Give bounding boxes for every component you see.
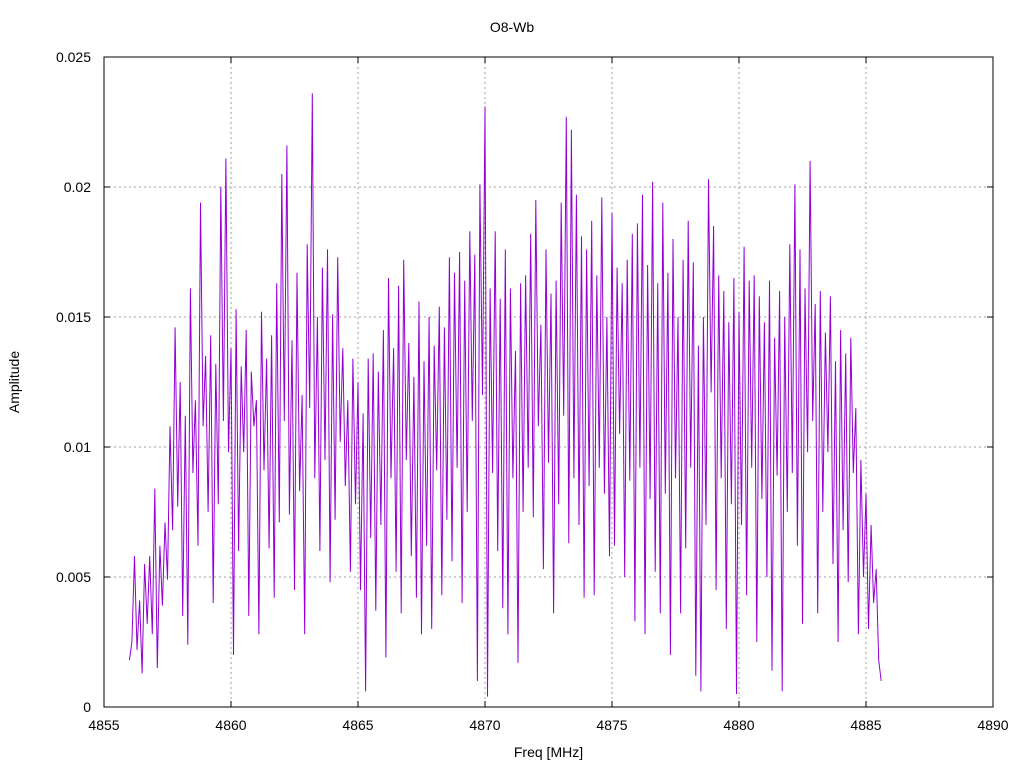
- chart-title: O8-Wb: [489, 19, 535, 35]
- x-tick-labels: 4855 4860 4865 4870 4875 4880 4885 4890: [88, 717, 1008, 733]
- y-tick-label: 0.025: [56, 49, 91, 65]
- tick-marks: [103, 56, 994, 708]
- y-tick-label: 0.02: [64, 179, 91, 195]
- x-axis-label: Freq [MHz]: [513, 744, 584, 760]
- y-tick-label: 0.005: [56, 569, 91, 585]
- series-line-1: [128, 93, 882, 697]
- x-tick-label: 4870: [469, 717, 500, 733]
- x-tick-label: 4890: [977, 717, 1008, 733]
- x-tick-label: 4875: [596, 717, 627, 733]
- x-tick-label: 4855: [88, 717, 119, 733]
- x-tick-label: 4880: [723, 717, 754, 733]
- series-group: [128, 93, 882, 697]
- plot-frame: [103, 56, 994, 708]
- plot-border: [103, 56, 994, 708]
- y-axis-label: Amplitude: [6, 350, 22, 414]
- x-tick-label: 4885: [850, 717, 881, 733]
- x-tick-label: 4865: [342, 717, 373, 733]
- y-tick-label: 0: [83, 699, 91, 715]
- y-tick-label: 0.01: [64, 439, 91, 455]
- x-tick-label: 4860: [215, 717, 246, 733]
- y-tick-labels: 0 0.005 0.01 0.015 0.02 0.025: [56, 49, 91, 715]
- y-tick-label: 0.015: [56, 309, 91, 325]
